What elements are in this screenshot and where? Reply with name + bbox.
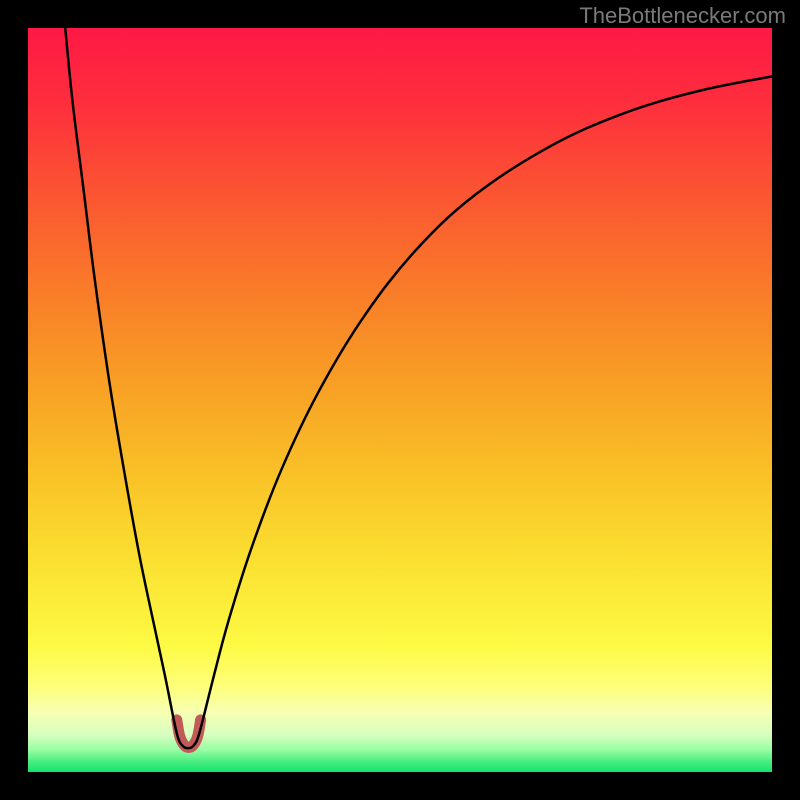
bottleneck-curve [65,28,772,748]
chart-plot [0,0,800,800]
watermark-text: TheBottlenecker.com [579,3,786,29]
